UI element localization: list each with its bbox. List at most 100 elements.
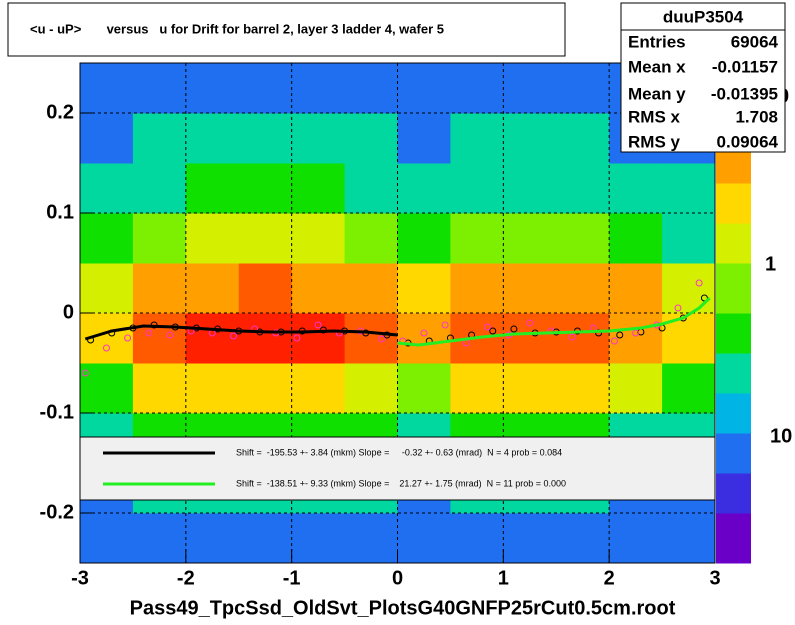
heat-cell — [556, 63, 610, 114]
profile-point — [229, 332, 237, 340]
stats-box — [620, 2, 786, 153]
color-bar-cell — [716, 263, 751, 274]
profile-point — [102, 344, 110, 352]
color-bar-cell — [716, 433, 751, 444]
x-tick-label: -3 — [71, 567, 89, 589]
color-bar-cell — [716, 363, 751, 374]
heat-cell — [503, 63, 557, 114]
y-tick-label: -0.1 — [40, 401, 74, 423]
heat-cell — [556, 313, 610, 364]
heat-cell — [609, 263, 663, 314]
heat-cell — [503, 363, 557, 414]
color-bar-cell — [716, 503, 751, 514]
stats-label: RMS x — [628, 107, 681, 126]
color-bar-cell — [716, 153, 751, 164]
color-axis-label: 10 — [770, 425, 792, 447]
heat-cell — [238, 213, 293, 264]
heat-cell — [291, 513, 346, 564]
heat-cell — [344, 363, 398, 414]
heat-cell — [238, 363, 293, 414]
heat-cell — [291, 163, 346, 214]
heat-cell — [662, 213, 716, 264]
heat-cell — [556, 513, 610, 564]
heat-cell — [450, 213, 504, 264]
legend-label: Shift = -138.51 +- 9.33 (mkm) Slope = 21… — [236, 478, 566, 488]
color-bar-cell — [716, 283, 751, 294]
heat-cell — [503, 263, 557, 314]
heat-cell — [185, 113, 240, 164]
heat-cell — [185, 213, 240, 264]
profile-point — [695, 279, 703, 287]
heat-cell — [291, 363, 346, 414]
heat-cell — [397, 113, 451, 164]
heat-cell — [238, 263, 293, 314]
heat-cell — [344, 513, 398, 564]
heat-cell — [132, 513, 187, 564]
stats-value: 1.708 — [735, 107, 778, 126]
heat-cell — [556, 163, 610, 214]
heat-cell — [503, 163, 557, 214]
fit-line — [397, 296, 711, 347]
heat-cell — [450, 63, 504, 114]
stats-label: RMS y — [628, 132, 681, 151]
color-bar-cell — [716, 373, 751, 384]
color-bar-cell — [716, 183, 751, 194]
heat-cell — [80, 263, 134, 314]
color-bar-cell — [716, 163, 751, 174]
color-bar-cell — [716, 253, 751, 264]
heat-cell — [450, 263, 504, 314]
heat-cell — [344, 113, 398, 164]
heat-cell — [344, 63, 398, 114]
profile-point — [378, 335, 386, 343]
profile-point — [526, 319, 534, 327]
heat-cell — [662, 513, 716, 564]
profile-point — [610, 337, 618, 345]
color-bar-cell — [716, 293, 751, 304]
color-bar-cell — [716, 173, 751, 184]
heat-cell — [132, 213, 187, 264]
color-bar-cell — [716, 513, 751, 524]
color-bar-cell — [716, 243, 751, 254]
heat-cell — [291, 113, 346, 164]
color-bar-cell — [716, 473, 751, 484]
heat-cell — [662, 263, 716, 314]
heat-cell — [185, 313, 240, 364]
heat-cell — [397, 363, 451, 414]
profile-point — [81, 369, 89, 377]
heat-cell — [609, 513, 663, 564]
heat-cell — [609, 313, 663, 364]
x-tick-label: -2 — [177, 567, 195, 589]
heat-cell — [185, 363, 240, 414]
stats-value: 0.09064 — [717, 132, 779, 151]
y-tick-label: 0.1 — [46, 201, 74, 223]
color-bar-cell — [716, 203, 751, 214]
heat-cell — [503, 313, 557, 364]
heat-cell — [291, 213, 346, 264]
heat-cell — [556, 213, 610, 264]
y-tick-label: 0.2 — [46, 101, 74, 123]
heat-cell — [132, 263, 187, 314]
color-bar-cell — [716, 323, 751, 334]
heat-cell — [344, 213, 398, 264]
profile-point — [568, 333, 576, 341]
heat-cell — [238, 313, 293, 364]
heat-cell — [450, 513, 504, 564]
heat-cell — [80, 213, 134, 264]
color-bar-cell — [716, 313, 751, 324]
color-bar-cell — [716, 493, 751, 504]
heat-cell — [662, 163, 716, 214]
x-tick-label: 1 — [498, 567, 509, 589]
profile-point — [441, 321, 449, 329]
color-bar-cell — [716, 453, 751, 464]
legend-label: Shift = -195.53 +- 3.84 (mkm) Slope = -0… — [236, 447, 562, 457]
heat-cell — [238, 113, 293, 164]
heat-cell — [185, 263, 240, 314]
heat-cell — [609, 163, 663, 214]
heat-cell — [344, 163, 398, 214]
heat-cell — [80, 363, 134, 414]
color-bar-cell — [716, 463, 751, 474]
stats-value: 69064 — [731, 32, 779, 51]
heat-cell — [185, 513, 240, 564]
color-bar-cell — [716, 423, 751, 434]
color-bar-cell — [716, 353, 751, 364]
